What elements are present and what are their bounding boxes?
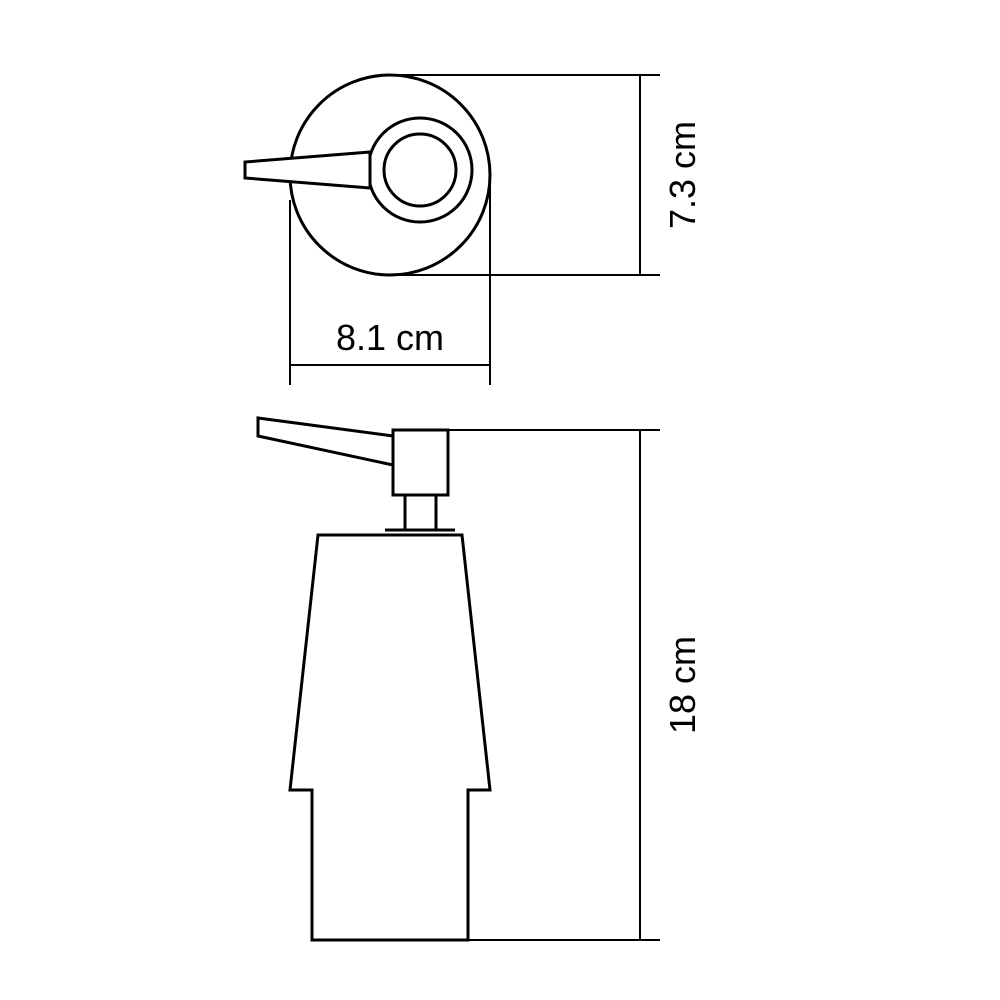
- pump-stem: [405, 495, 436, 530]
- bottle-body: [290, 535, 490, 940]
- pump-head: [393, 430, 448, 495]
- top-pump-inner: [384, 134, 456, 206]
- technical-drawing: 7.3 cm 8.1 cm 18 cm: [0, 0, 1000, 1000]
- dim-height-label: 18 cm: [662, 636, 703, 734]
- dim-width-label: 8.1 cm: [336, 317, 444, 358]
- top-spout: [245, 152, 370, 188]
- dim-diameter-group: [390, 75, 660, 275]
- front-view: [258, 418, 490, 940]
- dim-diameter-label: 7.3 cm: [662, 121, 703, 229]
- top-view: [245, 75, 490, 275]
- pump-spout: [258, 418, 393, 465]
